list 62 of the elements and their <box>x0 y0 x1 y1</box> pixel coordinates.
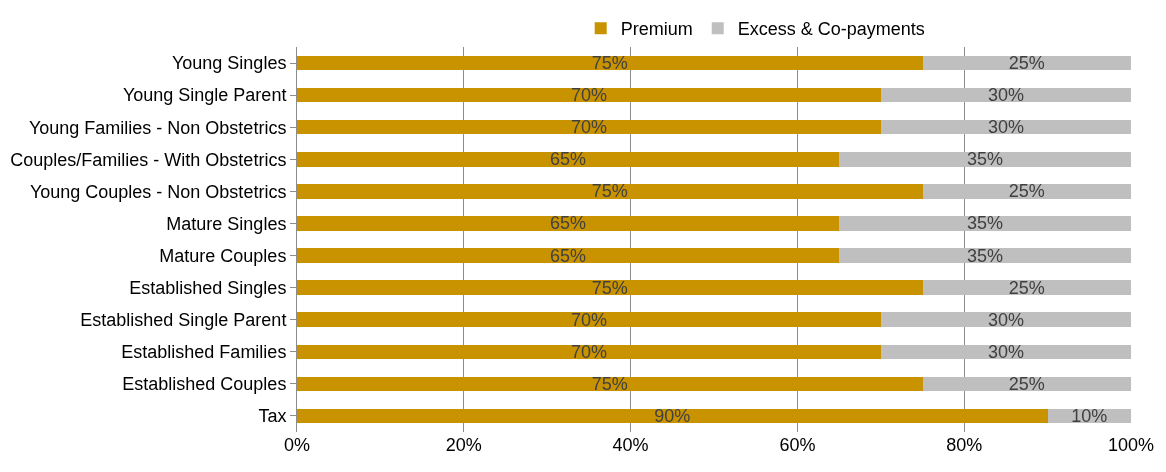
x-tick-label: 80% <box>946 435 983 455</box>
bar <box>297 87 881 103</box>
bar <box>297 184 923 199</box>
bar <box>880 312 1131 327</box>
data-label: 35% <box>967 149 1004 170</box>
data-label: 90% <box>654 405 691 426</box>
x-tick-label: 20% <box>445 435 482 455</box>
data-label: 25% <box>1008 53 1045 74</box>
bar <box>297 216 840 231</box>
data-label: 65% <box>550 149 587 170</box>
data-label: 25% <box>1008 277 1045 298</box>
y-tick-label: Established Families <box>121 342 287 363</box>
bar <box>839 248 1131 263</box>
data-label: 75% <box>591 181 628 202</box>
y-tick-label: Couples/Families - With Obstetrics <box>10 149 287 170</box>
x-tick-label: 40% <box>612 435 649 455</box>
x-tick-label: 0% <box>283 435 311 455</box>
y-tick-label: Mature Couples <box>159 245 287 266</box>
y-tick-label: Young Single Parent <box>122 85 287 106</box>
legend-label: Premium <box>620 19 693 40</box>
bar <box>297 376 923 392</box>
bar <box>297 312 881 327</box>
x-tick-label: 60% <box>779 435 816 455</box>
legend-label: Excess & Co-payments <box>737 19 925 40</box>
bar <box>839 216 1131 231</box>
bar <box>297 408 1048 424</box>
y-tick-label: Young Singles <box>171 53 287 74</box>
data-label: 70% <box>570 341 607 362</box>
data-label: 65% <box>550 245 587 266</box>
bar <box>297 55 923 71</box>
bar <box>839 152 1131 167</box>
bar <box>297 344 881 360</box>
y-tick-label: Mature Singles <box>166 213 287 234</box>
data-label: 75% <box>591 53 628 74</box>
data-label: 75% <box>591 373 628 394</box>
bar <box>297 119 881 135</box>
data-label: 70% <box>570 309 607 330</box>
bar <box>297 152 840 167</box>
y-tick-label: Tax <box>258 406 287 427</box>
data-label: 30% <box>987 341 1024 362</box>
data-label: 30% <box>987 309 1024 330</box>
data-label: 25% <box>1008 373 1045 394</box>
data-label: 35% <box>967 213 1004 234</box>
y-tick-label: Established Single Parent <box>80 310 287 331</box>
data-label: 70% <box>570 117 607 138</box>
data-label: 10% <box>1071 405 1108 426</box>
data-label: 30% <box>987 117 1024 138</box>
bar <box>922 280 1131 295</box>
data-label: 70% <box>570 85 607 106</box>
data-label: 30% <box>987 85 1024 106</box>
data-label: 25% <box>1008 181 1045 202</box>
data-label: 35% <box>967 245 1004 266</box>
bar <box>297 248 840 263</box>
y-tick-label: Young Couples - Non Obstetrics <box>29 181 287 202</box>
bar <box>922 184 1131 199</box>
x-tick-label: 100% <box>1107 435 1155 455</box>
data-label: 65% <box>550 213 587 234</box>
data-label: 75% <box>591 277 628 298</box>
y-tick-label: Established Couples <box>122 374 287 395</box>
y-tick-label: Young Families - Non Obstetrics <box>28 117 287 138</box>
bar <box>297 280 923 295</box>
y-tick-label: Established Singles <box>129 277 287 298</box>
